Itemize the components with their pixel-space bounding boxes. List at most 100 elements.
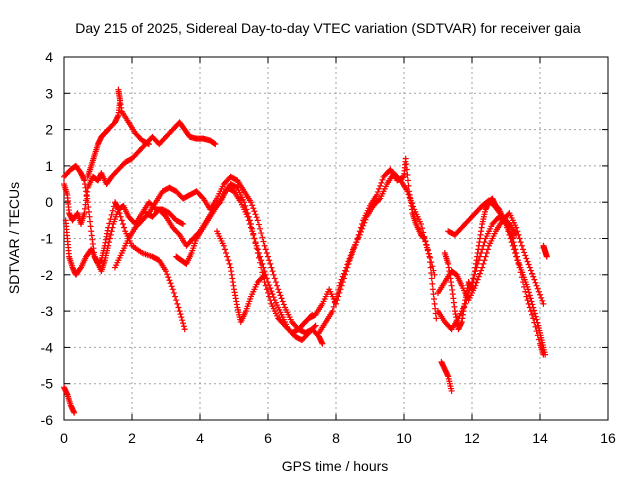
series-track-9 — [299, 155, 440, 329]
data-point — [181, 326, 188, 333]
data-point — [348, 249, 355, 256]
data-point — [336, 282, 343, 289]
data-point — [340, 270, 347, 277]
data-point — [233, 184, 240, 191]
data-point — [422, 237, 429, 244]
data-point — [319, 340, 326, 347]
data-point — [373, 191, 380, 198]
data-point — [248, 220, 254, 227]
data-point — [77, 265, 84, 272]
data-point — [144, 140, 151, 147]
data-point — [199, 194, 206, 201]
y-tick-label: -4 — [41, 339, 54, 355]
data-point — [520, 246, 526, 253]
data-point — [475, 273, 482, 280]
data-point — [421, 233, 428, 240]
data-point — [517, 239, 524, 246]
data-point — [118, 217, 125, 224]
data-point — [278, 295, 285, 302]
data-point — [249, 202, 256, 209]
data-point — [472, 268, 479, 275]
data-point — [526, 264, 533, 271]
data-point — [532, 323, 539, 330]
data-point — [403, 161, 410, 168]
data-point — [475, 257, 482, 264]
data-point — [257, 225, 264, 232]
data-point — [253, 245, 260, 252]
data-point — [526, 304, 533, 311]
data-point — [212, 141, 219, 148]
data-point — [224, 253, 231, 260]
data-point — [518, 242, 525, 249]
data-point — [523, 255, 530, 262]
series-track-17 — [61, 384, 78, 416]
data-point — [462, 300, 469, 307]
data-point — [344, 261, 351, 268]
data-point — [524, 297, 531, 304]
data-point — [263, 250, 270, 257]
data-point — [333, 300, 339, 307]
data-point — [524, 258, 531, 265]
data-point — [347, 252, 354, 259]
data-point — [268, 264, 275, 271]
data-point — [211, 140, 218, 147]
data-point — [225, 257, 232, 264]
data-point — [419, 225, 426, 232]
data-point — [532, 279, 539, 286]
data-points — [61, 86, 550, 416]
data-point — [540, 351, 547, 358]
data-point — [276, 289, 283, 296]
y-tick-label: -6 — [41, 412, 54, 428]
data-point — [220, 242, 227, 249]
data-point — [248, 199, 254, 206]
data-point — [479, 246, 486, 253]
data-point — [343, 264, 350, 271]
data-point — [376, 196, 383, 203]
data-point — [267, 260, 274, 267]
data-point — [175, 304, 182, 311]
data-point — [525, 300, 532, 307]
data-point — [510, 246, 517, 253]
y-tick-label: -1 — [41, 231, 54, 247]
data-point — [163, 268, 169, 275]
data-point — [535, 336, 542, 343]
data-point — [178, 220, 185, 227]
data-point — [404, 188, 411, 195]
data-point — [106, 239, 113, 246]
data-point — [274, 282, 281, 289]
data-point — [269, 291, 276, 298]
data-point — [508, 239, 515, 246]
y-tick-label: 2 — [45, 122, 53, 138]
data-point — [277, 292, 284, 299]
data-point — [257, 259, 264, 266]
data-point — [406, 194, 413, 201]
data-point — [429, 280, 436, 287]
data-point — [423, 242, 430, 249]
data-point — [260, 273, 267, 280]
data-point — [465, 289, 472, 296]
data-point — [521, 283, 528, 290]
data-point — [269, 268, 276, 275]
x-tick-label: 10 — [396, 430, 412, 446]
data-point — [175, 230, 182, 237]
data-point — [333, 295, 339, 302]
data-point — [527, 295, 534, 302]
data-point — [255, 221, 262, 228]
series-track-4 — [84, 86, 152, 180]
data-point — [177, 311, 184, 318]
x-tick-label: 2 — [128, 430, 136, 446]
data-point — [331, 299, 338, 306]
data-point — [484, 246, 491, 253]
data-point — [360, 222, 367, 229]
data-point — [404, 171, 411, 178]
data-point — [513, 231, 520, 238]
data-point — [119, 220, 126, 227]
data-point — [533, 316, 540, 323]
data-point — [527, 267, 534, 274]
data-point — [521, 249, 528, 256]
data-point — [266, 282, 273, 289]
data-point — [428, 259, 435, 266]
data-point — [249, 225, 256, 232]
data-point — [404, 177, 411, 184]
data-point — [262, 246, 269, 253]
